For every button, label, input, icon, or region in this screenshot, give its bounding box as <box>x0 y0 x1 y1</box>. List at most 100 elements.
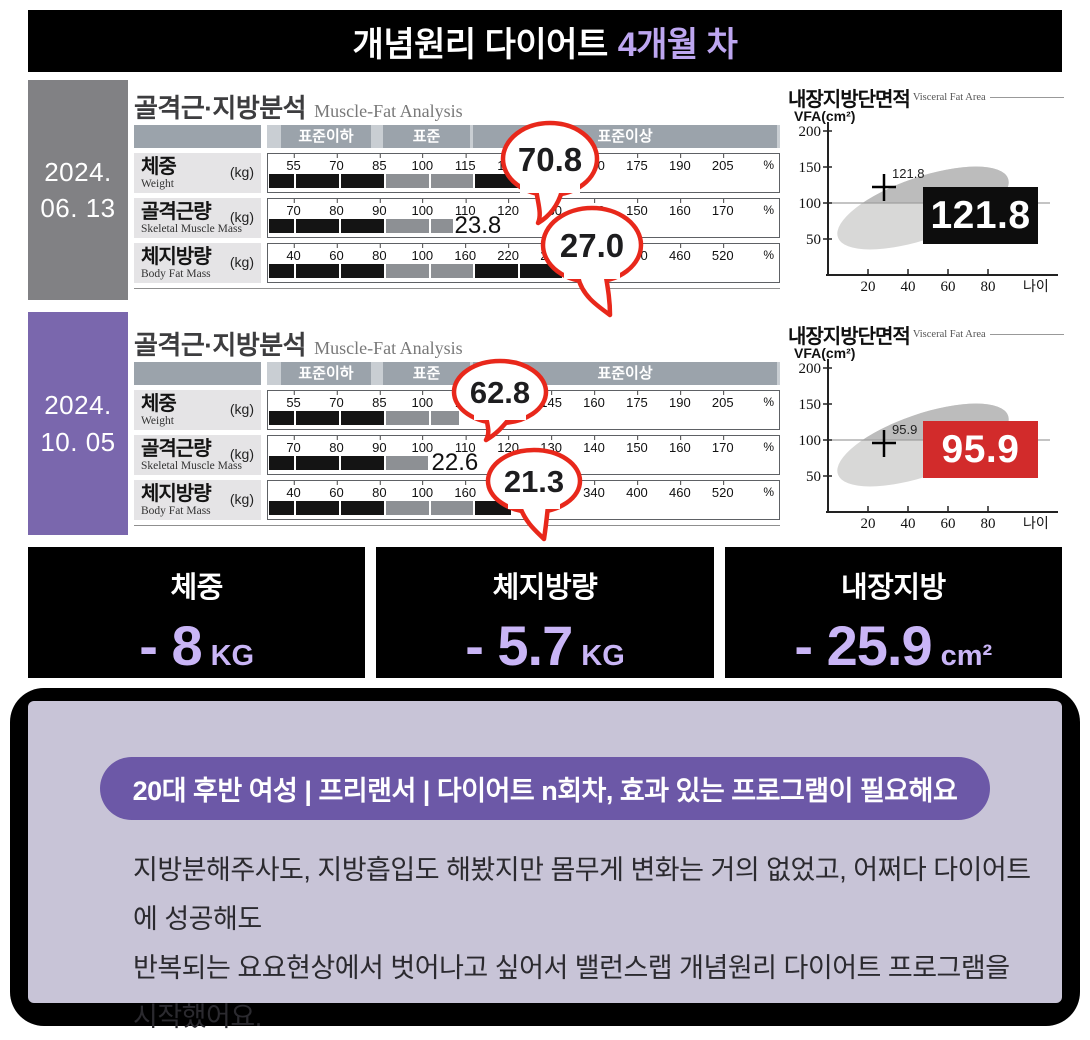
zone-header-row: 표준이하 표준 표준이상 <box>134 125 780 148</box>
muscle-mass-value: 23.8 <box>454 212 502 239</box>
percent-sign: % <box>763 248 774 262</box>
segmented-bar <box>269 411 778 425</box>
row-label-en: Body Fat Mass <box>141 505 211 517</box>
axis-tick-label: 80 <box>372 481 387 500</box>
vfa-ytick-200: 200 <box>799 124 822 140</box>
segmented-bar <box>269 456 778 470</box>
row-label: 체지방량 Body Fat Mass (kg) <box>134 480 261 520</box>
row-label-en: Body Fat Mass <box>141 268 211 280</box>
bar-segment <box>341 174 384 188</box>
date-monthday: 10. 05 <box>40 426 116 457</box>
axis-tick-label: 100 <box>411 244 434 263</box>
percent-sign: % <box>763 440 774 454</box>
weight-value: 62.8 <box>470 375 530 410</box>
vfa-xtick-80: 80 <box>981 279 996 295</box>
row-label: 골격근량 Skeletal Muscle Mass (kg) <box>134 435 261 475</box>
stat-label: 체지방량 <box>492 572 598 604</box>
axis-tick-label: 460 <box>669 244 691 263</box>
segmented-bar <box>269 264 778 278</box>
row-unit: (kg) <box>229 209 254 225</box>
axis-tick-label: 55 <box>286 391 301 410</box>
row-label-en: Weight <box>141 415 174 427</box>
vfa-xtick-60: 60 <box>941 279 956 295</box>
axis-tick-label: 340 <box>583 481 605 500</box>
axis-tick-label: 90 <box>372 199 387 218</box>
table-bottom-rule <box>134 288 780 289</box>
row-label-ko: 골격근량 <box>141 438 212 460</box>
axis-tick-label: 60 <box>329 244 344 263</box>
bar-segment-standard <box>385 456 428 470</box>
axis-tick-label: 150 <box>626 436 648 455</box>
section-heading-ko: 골격근·지방분석 <box>134 93 307 123</box>
bar-segment <box>341 501 384 515</box>
date-monthday: 06. 13 <box>40 193 116 223</box>
bar-segment-standard <box>430 264 474 278</box>
axis-tick-label: 80 <box>329 436 344 455</box>
date-year: 2024. <box>44 390 112 421</box>
percent-sign: % <box>763 395 774 409</box>
row-unit: (kg) <box>229 254 254 270</box>
row-label-ko: 골격근량 <box>141 201 212 223</box>
axis-tick-label: 90 <box>372 436 387 455</box>
row-label-en: Weight <box>141 178 174 190</box>
bubble-tail <box>483 414 513 443</box>
axis-tick-label: 100 <box>411 436 434 455</box>
axis-tick-label: 190 <box>669 391 691 410</box>
fat-value-bubble-before: 27.0 <box>540 205 644 318</box>
axis-tick-label: 80 <box>372 244 387 263</box>
table-row-weight: 체중 Weight (kg) % 55708510011513014516017… <box>134 153 780 193</box>
axis-tick-label: 170 <box>711 436 734 455</box>
stat-unit: cm² <box>940 640 993 672</box>
row-label-ko: 체지방량 <box>141 246 212 268</box>
bar-segment <box>475 264 519 278</box>
vfa-ytick-100: 100 <box>799 196 822 212</box>
vfa-x-axis-label: 나이 <box>1023 278 1049 294</box>
vfa-title-en: Visceral Fat Area <box>912 91 986 103</box>
weight-value: 70.8 <box>518 141 582 178</box>
bar-segment-standard <box>430 174 474 188</box>
axis-tick-label: 70 <box>329 391 344 410</box>
fat-value: 21.3 <box>504 464 564 499</box>
bar-segment-standard <box>430 411 460 425</box>
vfa-xtick-80: 80 <box>981 516 996 532</box>
vfa-title-rule <box>989 333 1064 335</box>
vfa-ytick-50: 50 <box>806 469 821 485</box>
zone-header-corner <box>134 362 261 385</box>
date-badge-before: 2024. 06. 13 <box>28 80 128 300</box>
zone-standard: 표준 <box>382 362 471 385</box>
axis-tick-label: 205 <box>711 154 734 173</box>
bar-segment-standard <box>385 264 429 278</box>
vfa-xtick-20: 20 <box>861 279 876 295</box>
table-row-muscle: 골격근량 Skeletal Muscle Mass (kg) % 22.6 70… <box>134 435 780 476</box>
row-label-ko: 체지방량 <box>141 483 212 505</box>
vfa-data-point-marker <box>872 430 896 457</box>
review-line: 지방분해주사도, 지방흡입도 해봤지만 몸무게 변화는 거의 없었고, 어쩌다 … <box>133 855 1031 934</box>
stat-value: - 8 KG <box>139 613 254 678</box>
bar-segment-standard <box>385 411 429 425</box>
axis-tick-label: 40 <box>286 481 301 500</box>
axis-tick-label: 140 <box>583 436 605 455</box>
review-body: 지방분해주사도, 지방흡입도 해봤지만 몸무게 변화는 거의 없었고, 어쩌다 … <box>133 846 1032 1040</box>
bar-segment <box>296 456 340 470</box>
section-heading-en: Muscle-Fat Analysis <box>314 101 463 121</box>
stat-delta: - 25.9 <box>794 614 932 677</box>
axis-tick-label: 120 <box>497 199 520 218</box>
vfa-point-label: 121.8 <box>892 166 925 181</box>
bar-segment-standard <box>385 174 429 188</box>
row-unit: (kg) <box>229 164 254 180</box>
vfa-y-axis-label: VFA(cm²) <box>794 110 855 124</box>
review-card-inner: 20대 후반 여성 | 프리랜서 | 다이어트 n회차, 효과 있는 프로그램이… <box>28 701 1062 1032</box>
vfa-title: 내장지방단면적 Visceral Fat Area <box>788 323 1064 348</box>
muscle-mass-value: 22.6 <box>431 449 479 476</box>
stat-label: 체중 <box>170 572 223 604</box>
section-heading-en: Muscle-Fat Analysis <box>314 338 463 358</box>
row-label-en: Skeletal Muscle Mass <box>141 460 242 472</box>
bar-segment <box>341 456 384 470</box>
muscle-fat-table-before: 골격근·지방분석 Muscle-Fat Analysis 표준이하 표준 표준이상… <box>134 88 780 289</box>
section-heading: 골격근·지방분석 Muscle-Fat Analysis <box>134 88 780 123</box>
table-row-fat: 체지방량 Body Fat Mass (kg) % 40608010016022… <box>134 480 780 520</box>
stat-unit: KG <box>210 640 255 672</box>
axis-tick-label: 220 <box>497 244 520 263</box>
vfa-title-ko: 내장지방단면적 <box>788 88 911 111</box>
